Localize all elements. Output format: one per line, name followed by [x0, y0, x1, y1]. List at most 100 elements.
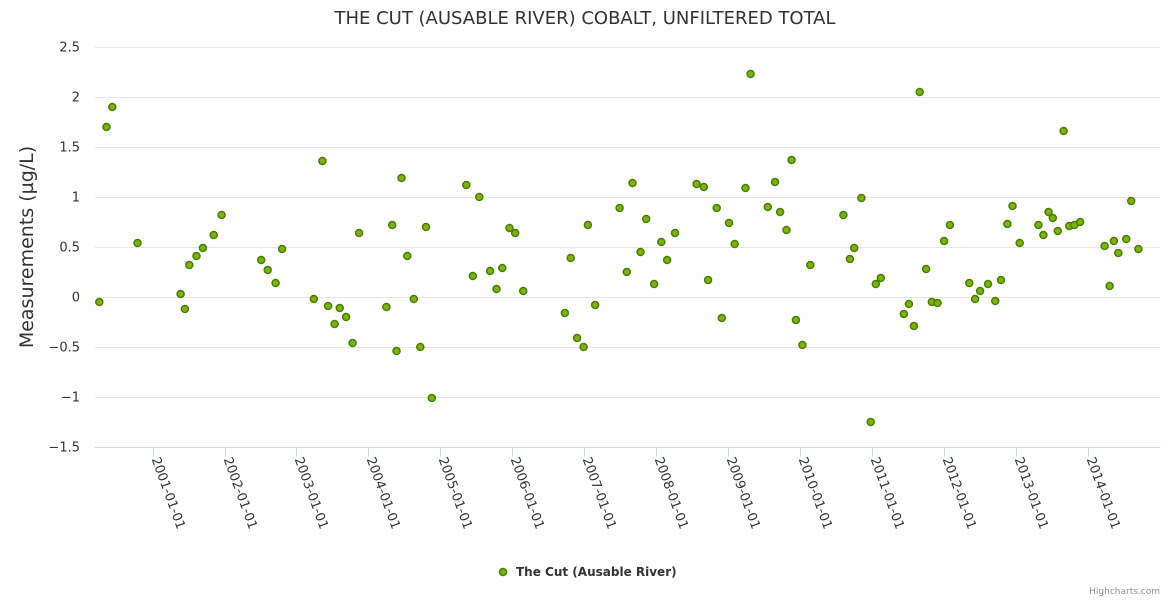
legend-marker[interactable] — [498, 567, 508, 577]
data-point[interactable] — [746, 69, 755, 79]
data-point[interactable] — [1053, 226, 1063, 236]
data-point[interactable] — [636, 247, 645, 257]
data-point[interactable] — [849, 243, 859, 253]
data-point[interactable] — [382, 302, 391, 312]
data-point[interactable] — [657, 237, 666, 247]
data-point[interactable] — [518, 286, 528, 296]
data-point[interactable] — [392, 346, 401, 356]
data-point[interactable] — [703, 275, 713, 285]
data-point[interactable] — [649, 279, 659, 289]
data-point[interactable] — [787, 155, 796, 165]
data-point[interactable] — [1114, 248, 1123, 258]
data-point[interactable] — [572, 333, 582, 343]
data-point[interactable] — [741, 183, 750, 193]
data-point[interactable] — [904, 299, 914, 309]
data-point[interactable] — [699, 182, 709, 192]
data-point[interactable] — [427, 393, 437, 403]
data-point[interactable] — [271, 278, 280, 288]
data-point[interactable] — [945, 220, 955, 230]
data-point[interactable] — [176, 289, 185, 299]
data-point[interactable] — [485, 266, 495, 276]
data-point[interactable] — [717, 313, 727, 323]
data-point[interactable] — [330, 319, 339, 329]
data-point[interactable] — [996, 275, 1006, 285]
data-point[interactable] — [871, 279, 881, 289]
legend-label[interactable]: The Cut (Ausable River) — [516, 565, 677, 579]
data-point[interactable] — [1039, 230, 1048, 240]
data-point[interactable] — [763, 202, 773, 212]
data-point[interactable] — [939, 236, 949, 246]
data-point[interactable] — [724, 218, 734, 228]
data-point[interactable] — [1008, 201, 1017, 211]
data-point[interactable] — [622, 267, 632, 277]
data-point[interactable] — [341, 312, 351, 322]
data-point[interactable] — [1003, 219, 1012, 229]
data-point[interactable] — [839, 210, 848, 220]
data-point[interactable] — [791, 315, 801, 325]
data-point[interactable] — [256, 255, 266, 265]
data-point[interactable] — [108, 102, 117, 112]
data-point[interactable] — [1059, 126, 1068, 136]
data-point[interactable] — [1126, 196, 1136, 206]
data-point[interactable] — [1034, 220, 1043, 230]
data-point[interactable] — [845, 254, 855, 264]
data-point[interactable] — [421, 222, 431, 232]
data-point[interactable] — [909, 321, 919, 331]
data-point[interactable] — [323, 301, 333, 311]
data-point[interactable] — [409, 294, 419, 304]
data-point[interactable] — [309, 294, 319, 304]
data-point[interactable] — [692, 179, 701, 189]
legend[interactable]: The Cut (Ausable River) — [498, 565, 677, 579]
data-point[interactable] — [387, 220, 397, 230]
data-point[interactable] — [583, 220, 593, 230]
data-point[interactable] — [915, 87, 924, 97]
data-point[interactable] — [95, 297, 104, 307]
data-point[interactable] — [857, 193, 866, 203]
data-point[interactable] — [348, 338, 357, 348]
data-point[interactable] — [579, 342, 588, 352]
data-point[interactable] — [180, 304, 190, 314]
data-point[interactable] — [770, 177, 780, 187]
data-point[interactable] — [510, 228, 520, 238]
data-point[interactable] — [933, 298, 942, 308]
data-point[interactable] — [209, 230, 218, 240]
data-point[interactable] — [798, 340, 807, 350]
data-point[interactable] — [498, 263, 507, 273]
data-point[interactable] — [277, 244, 287, 254]
credits-link[interactable]: Highcharts.com — [1089, 587, 1160, 597]
data-point[interactable] — [1121, 234, 1131, 244]
data-point[interactable] — [1048, 213, 1058, 223]
data-point[interactable] — [990, 296, 1000, 306]
data-point[interactable] — [1044, 207, 1053, 217]
data-point[interactable] — [505, 223, 514, 233]
data-point[interactable] — [102, 122, 111, 132]
data-point[interactable] — [416, 342, 425, 352]
data-point[interactable] — [712, 203, 721, 213]
data-point[interactable] — [1015, 238, 1024, 248]
data-point[interactable] — [462, 180, 471, 190]
data-point[interactable] — [192, 251, 201, 261]
data-point[interactable] — [975, 286, 985, 296]
data-point[interactable] — [185, 260, 194, 270]
data-point[interactable] — [1134, 244, 1143, 254]
data-point[interactable] — [1075, 217, 1085, 227]
data-point[interactable] — [354, 228, 364, 238]
data-point[interactable] — [475, 192, 484, 202]
data-point[interactable] — [263, 265, 272, 275]
data-point[interactable] — [921, 264, 931, 274]
data-point[interactable] — [590, 300, 600, 310]
data-point[interactable] — [217, 210, 226, 220]
data-point[interactable] — [198, 243, 208, 253]
data-point[interactable] — [965, 278, 974, 288]
data-point[interactable] — [560, 308, 570, 318]
data-point[interactable] — [628, 178, 637, 188]
data-point[interactable] — [403, 251, 412, 261]
data-point[interactable] — [730, 239, 739, 249]
data-point[interactable] — [670, 228, 680, 238]
data-point[interactable] — [468, 271, 478, 281]
data-point[interactable] — [397, 173, 406, 183]
data-point[interactable] — [492, 284, 501, 294]
data-point[interactable] — [806, 260, 815, 270]
data-point[interactable] — [1100, 241, 1109, 251]
data-point[interactable] — [641, 214, 651, 224]
